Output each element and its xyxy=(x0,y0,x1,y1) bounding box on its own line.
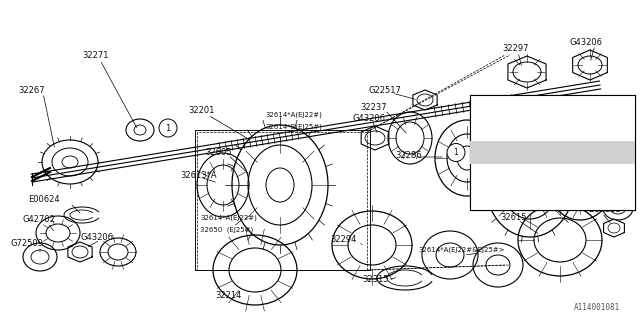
Text: 1: 1 xyxy=(165,124,171,132)
Text: A114001081: A114001081 xyxy=(573,303,620,313)
Text: D020155: D020155 xyxy=(474,194,509,203)
Text: 32214: 32214 xyxy=(215,291,241,300)
Text: 32650  (EJ25#): 32650 (EJ25#) xyxy=(200,227,253,233)
Text: T=0. 4: T=0. 4 xyxy=(569,102,599,111)
Text: E00624: E00624 xyxy=(28,196,60,204)
Text: T=1. 9: T=1. 9 xyxy=(569,171,599,180)
Text: D020154: D020154 xyxy=(474,171,509,180)
Bar xyxy=(195,130,370,270)
Text: 32613*A: 32613*A xyxy=(180,171,216,180)
Text: 32201: 32201 xyxy=(188,106,214,115)
Text: T=1. 1: T=1. 1 xyxy=(569,125,599,134)
Text: 32294: 32294 xyxy=(330,236,356,244)
Text: G42702: G42702 xyxy=(22,215,55,225)
Text: 32614*B(EJ25#): 32614*B(EJ25#) xyxy=(265,124,322,130)
Text: G43206: G43206 xyxy=(80,233,113,242)
Text: 32614*A(EJ22#): 32614*A(EJ22#) xyxy=(265,112,322,118)
Text: D020152: D020152 xyxy=(474,125,509,134)
Text: 1: 1 xyxy=(454,148,458,157)
Text: D020153: D020153 xyxy=(474,148,509,157)
Text: C62201: C62201 xyxy=(590,193,622,202)
Text: 32267: 32267 xyxy=(18,85,45,94)
Text: G43206: G43206 xyxy=(352,114,385,123)
Text: 32271: 32271 xyxy=(82,51,109,60)
Text: 32614*A(EJ22#&EJ25#>: 32614*A(EJ22#&EJ25#> xyxy=(418,247,504,253)
Text: 32614*A(EJ22#): 32614*A(EJ22#) xyxy=(200,215,257,221)
Text: T=1. 5: T=1. 5 xyxy=(569,148,599,157)
Text: G22517: G22517 xyxy=(368,85,401,94)
Bar xyxy=(470,141,635,164)
Text: 32613: 32613 xyxy=(562,148,589,157)
Text: 32297: 32297 xyxy=(502,44,529,52)
Text: G72509: G72509 xyxy=(10,238,43,247)
Text: D52203: D52203 xyxy=(588,205,621,214)
Text: D020151: D020151 xyxy=(474,102,509,111)
Bar xyxy=(470,95,635,210)
Text: 32237: 32237 xyxy=(360,102,387,111)
Text: 32315: 32315 xyxy=(362,276,388,284)
Text: 32610: 32610 xyxy=(515,148,541,157)
Text: T=2. 3: T=2. 3 xyxy=(569,194,599,203)
Text: 32286: 32286 xyxy=(395,150,422,159)
Text: 32615: 32615 xyxy=(500,213,527,222)
Text: 32605: 32605 xyxy=(205,148,232,156)
Ellipse shape xyxy=(447,143,465,162)
Text: G43206: G43206 xyxy=(570,37,603,46)
